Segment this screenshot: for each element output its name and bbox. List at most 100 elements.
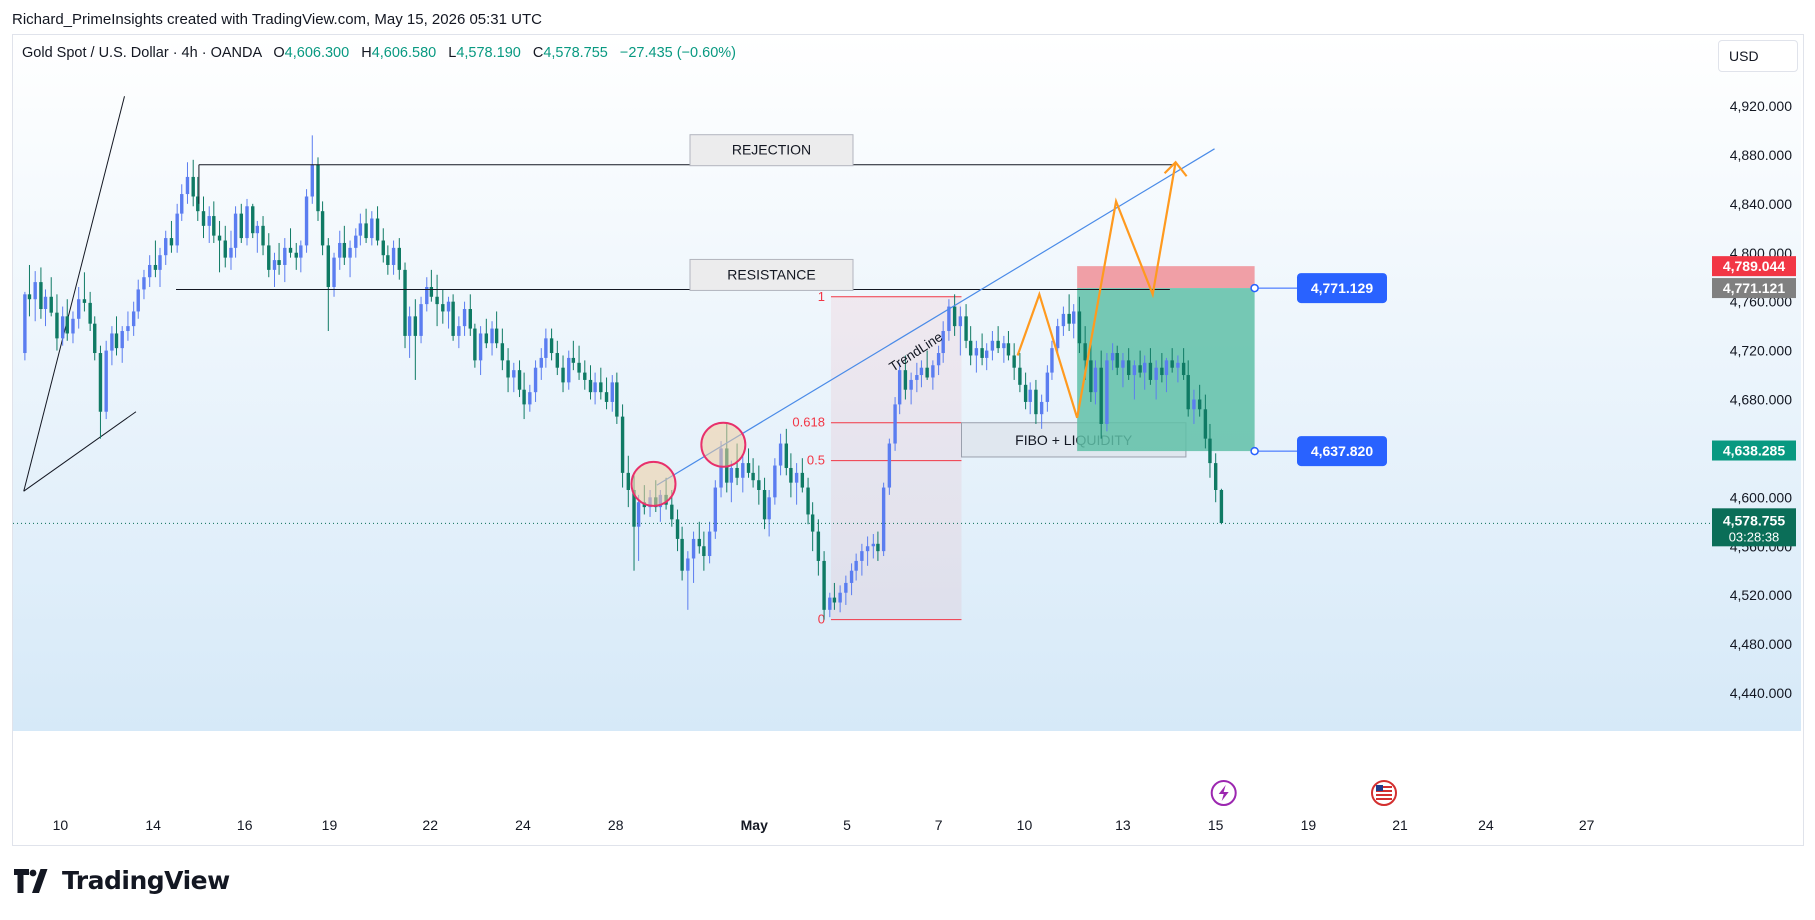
candle-body[interactable] (1219, 489, 1224, 524)
candle-body[interactable] (996, 340, 1000, 349)
candle-body[interactable] (974, 348, 979, 356)
candle-body[interactable] (757, 480, 761, 490)
last-price-badge[interactable] (1712, 508, 1796, 547)
candle-body[interactable] (320, 211, 325, 246)
candle-body[interactable] (348, 247, 352, 258)
resistance-box[interactable] (689, 258, 854, 291)
candle-body[interactable] (272, 260, 277, 270)
candle-body[interactable] (675, 519, 680, 539)
candle-body[interactable] (512, 370, 516, 378)
candle-body[interactable] (403, 269, 407, 336)
candle-body[interactable] (233, 213, 238, 248)
fibonacci-zone[interactable] (830, 296, 962, 620)
candle-body[interactable] (816, 531, 821, 561)
candle-body[interactable] (1061, 313, 1066, 327)
candle-body[interactable] (903, 370, 908, 390)
candle-body[interactable] (229, 247, 233, 258)
candle-body[interactable] (773, 465, 777, 498)
candle-body[interactable] (114, 333, 119, 349)
candle-body[interactable] (1138, 365, 1142, 373)
candle-body[interactable] (82, 299, 87, 303)
candle-body[interactable] (120, 331, 124, 349)
candle-body[interactable] (1050, 348, 1054, 373)
candle-body[interactable] (577, 362, 581, 373)
candle-body[interactable] (223, 240, 227, 258)
candle-body[interactable] (451, 301, 455, 336)
candle-body[interactable] (153, 264, 158, 270)
candle-body[interactable] (239, 213, 243, 239)
candle-body[interactable] (1089, 360, 1093, 393)
candle-body[interactable] (490, 328, 494, 344)
candle-body[interactable] (947, 306, 951, 332)
candle-body[interactable] (93, 323, 97, 354)
candle-body[interactable] (255, 225, 260, 234)
candle-body[interactable] (984, 350, 989, 358)
candle-body[interactable] (1160, 367, 1164, 376)
candle-body[interactable] (358, 223, 363, 236)
candle-body[interactable] (342, 242, 347, 258)
candle-body[interactable] (1154, 367, 1158, 380)
candle-body[interactable] (544, 338, 548, 358)
candle-body[interactable] (310, 164, 314, 197)
candle-body[interactable] (1034, 389, 1038, 415)
candle-body[interactable] (446, 301, 451, 312)
candle-body[interactable] (407, 316, 412, 336)
us-flag-icon[interactable] (1371, 780, 1397, 806)
candle-body[interactable] (941, 331, 945, 354)
tradingview-logo[interactable]: TradingView (14, 866, 230, 895)
candle-body[interactable] (713, 487, 718, 532)
candle-body[interactable] (794, 472, 799, 483)
candle-body[interactable] (1126, 360, 1131, 376)
trendline[interactable] (656, 148, 1215, 486)
candle-body[interactable] (1142, 362, 1147, 373)
candle-body[interactable] (354, 235, 358, 248)
candle-body[interactable] (473, 328, 477, 361)
candle-body[interactable] (702, 546, 706, 557)
channel-line[interactable] (23, 96, 125, 492)
candle-body[interactable] (1083, 343, 1087, 361)
candle-body[interactable] (1105, 360, 1109, 424)
candle-body[interactable] (806, 487, 810, 515)
candle-body[interactable] (735, 467, 739, 478)
candle-body[interactable] (810, 514, 815, 532)
candle-body[interactable] (71, 318, 75, 334)
candle-body[interactable] (110, 333, 114, 351)
candle-body[interactable] (533, 367, 538, 393)
candle-body[interactable] (588, 379, 593, 393)
candle-body[interactable] (500, 343, 505, 361)
candle-body[interactable] (27, 294, 32, 300)
candle-body[interactable] (338, 242, 342, 258)
candle-body[interactable] (1186, 375, 1190, 410)
candle-body[interactable] (419, 304, 423, 336)
candle-body[interactable] (528, 392, 532, 405)
candle-body[interactable] (261, 225, 265, 246)
candle-body[interactable] (104, 350, 108, 412)
candle-body[interactable] (468, 309, 472, 329)
entry-price-tag[interactable] (1297, 273, 1387, 304)
candle-body[interactable] (620, 416, 625, 473)
candle-body[interactable] (381, 240, 385, 256)
candle-body[interactable] (860, 551, 864, 561)
candle-body[interactable] (707, 531, 712, 557)
candle-body[interactable] (169, 238, 174, 246)
candle-body[interactable] (457, 326, 461, 336)
candle-body[interactable] (952, 306, 957, 327)
candle-body[interactable] (277, 260, 281, 265)
price-badge[interactable] (1712, 256, 1796, 277)
candle-body[interactable] (147, 264, 152, 278)
candle-body[interactable] (332, 257, 336, 287)
candle-body[interactable] (881, 487, 886, 552)
candle-body[interactable] (1148, 362, 1153, 380)
candle-body[interactable] (413, 316, 418, 336)
candle-body[interactable] (719, 448, 723, 488)
candle-body[interactable] (484, 333, 489, 344)
candle-body[interactable] (386, 255, 390, 265)
candle-body[interactable] (567, 357, 571, 383)
channel-line[interactable] (23, 411, 137, 492)
candle-body[interactable] (800, 472, 805, 488)
candle-body[interactable] (1039, 401, 1044, 415)
candle-body[interactable] (691, 538, 696, 559)
candle-body[interactable] (1181, 362, 1186, 376)
candle-body[interactable] (375, 218, 380, 241)
candle-body[interactable] (729, 467, 734, 483)
